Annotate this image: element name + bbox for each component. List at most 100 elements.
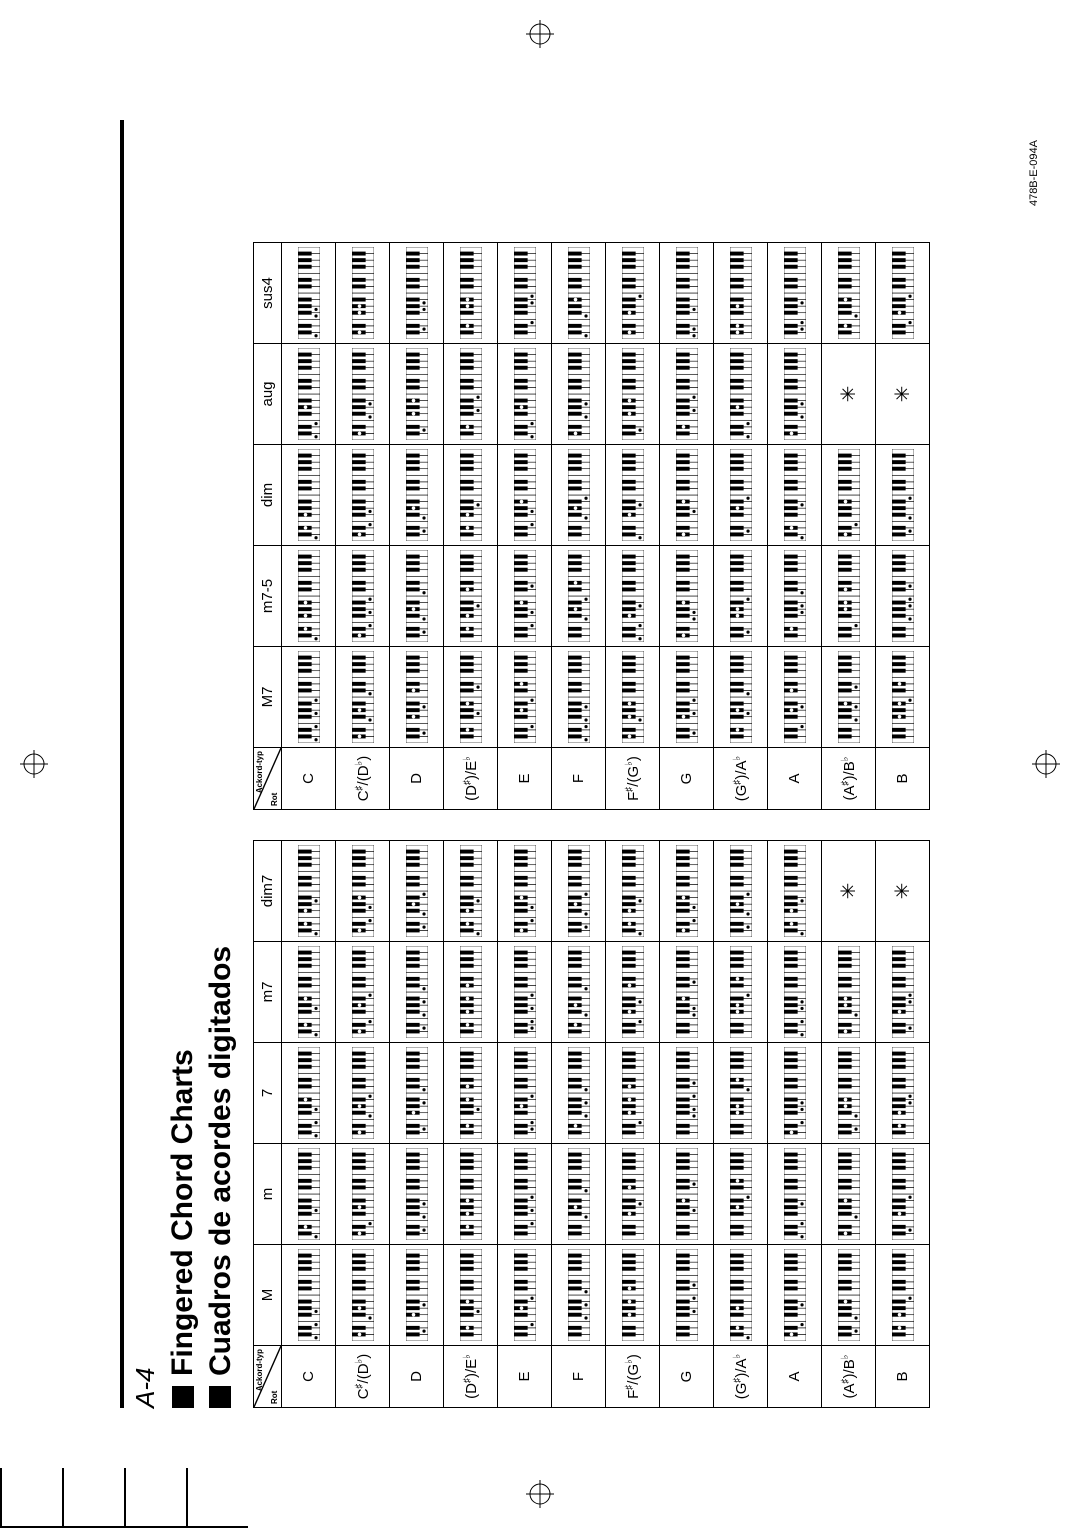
charts-row: Ackord-typ Rot Mm7m7dim7CC♯/(D♭)D(D♯)/E♭… xyxy=(253,120,930,1408)
chord-cell xyxy=(876,1144,930,1245)
keyboard-diagram xyxy=(390,1245,443,1345)
keyboard-diagram xyxy=(768,1043,821,1143)
keyboard-diagram xyxy=(606,1144,659,1244)
keyboard-diagram xyxy=(660,647,713,747)
keyboard-diagram xyxy=(768,344,821,444)
chord-cell xyxy=(606,344,660,445)
keyboard-diagram xyxy=(876,647,929,747)
footer-code: 478B-E-094A xyxy=(1028,140,1040,206)
chord-cell xyxy=(714,942,768,1043)
keyboard-diagram xyxy=(282,546,335,646)
keyboard-diagram xyxy=(876,546,929,646)
title-es-text: Cuadros de acordes digitados xyxy=(202,946,240,1376)
chord-cell: ✳ xyxy=(876,841,930,942)
keyboard-diagram xyxy=(552,647,605,747)
keyboard-diagram xyxy=(390,546,443,646)
table-row: (G♯)/A♭ xyxy=(714,243,768,810)
keyboard-diagram xyxy=(660,1144,713,1244)
keyboard-diagram xyxy=(876,445,929,545)
chord-cell xyxy=(876,243,930,344)
table-row: (A♯)/B♭✳ xyxy=(822,243,876,810)
chord-cell xyxy=(660,445,714,546)
keyboard-diagram xyxy=(282,243,335,343)
keyboard-diagram xyxy=(822,546,875,646)
keyboard-diagram xyxy=(282,942,335,1042)
chord-cell xyxy=(714,344,768,445)
chord-cell xyxy=(444,1043,498,1144)
chord-cell xyxy=(660,1043,714,1144)
col-header: M xyxy=(254,1245,282,1346)
keyboard-diagram xyxy=(498,1144,551,1244)
chord-cell xyxy=(660,344,714,445)
keyboard-diagram xyxy=(498,1245,551,1345)
col-header: M7 xyxy=(254,647,282,748)
chord-cell xyxy=(498,344,552,445)
table-row: C xyxy=(282,243,336,810)
chord-cell xyxy=(282,243,336,344)
chord-cell xyxy=(714,445,768,546)
col-header: sus4 xyxy=(254,243,282,344)
chord-cell xyxy=(876,647,930,748)
chord-cell xyxy=(390,647,444,748)
keyboard-diagram xyxy=(282,445,335,545)
keyboard-diagram xyxy=(498,647,551,747)
keyboard-diagram xyxy=(822,647,875,747)
table-row: F xyxy=(552,841,606,1408)
keyboard-diagram xyxy=(660,942,713,1042)
keyboard-diagram xyxy=(552,445,605,545)
chord-cell xyxy=(390,243,444,344)
keyboard-diagram xyxy=(498,1043,551,1143)
chord-cell xyxy=(606,1245,660,1346)
keyboard-diagram xyxy=(336,647,389,747)
chord-cell xyxy=(444,546,498,647)
table-corner: Ackord-typ Rot xyxy=(254,748,282,810)
keyboard-diagram xyxy=(498,445,551,545)
chord-cell xyxy=(552,243,606,344)
keyboard-diagram xyxy=(876,1245,929,1345)
keyboard-diagram xyxy=(552,243,605,343)
keyboard-diagram xyxy=(876,243,929,343)
titles: Fingered Chord Charts Cuadros de acordes… xyxy=(164,120,239,1408)
keyboard-diagram xyxy=(714,841,767,941)
chord-cell xyxy=(660,1245,714,1346)
keyboard-diagram xyxy=(606,344,659,444)
keyboard-diagram xyxy=(714,1043,767,1143)
keyboard-diagram xyxy=(606,445,659,545)
page: A-4 Fingered Chord Charts Cuadros de aco… xyxy=(0,0,1080,1528)
chord-cell xyxy=(876,942,930,1043)
keyboard-diagram xyxy=(336,942,389,1042)
chord-cell xyxy=(822,1043,876,1144)
chord-cell xyxy=(660,1144,714,1245)
title-en: Fingered Chord Charts xyxy=(164,120,202,1408)
chord-cell xyxy=(876,1245,930,1346)
root-label: B xyxy=(876,748,930,810)
title-es: Cuadros de acordes digitados xyxy=(202,120,240,1408)
chord-cell xyxy=(822,942,876,1043)
keyboard-diagram xyxy=(498,841,551,941)
keyboard-diagram xyxy=(660,546,713,646)
chord-cell xyxy=(282,344,336,445)
keyboard-diagram xyxy=(444,344,497,444)
keyboard-diagram xyxy=(660,344,713,444)
keyboard-diagram xyxy=(336,344,389,444)
root-label: A xyxy=(768,748,822,810)
keyboard-diagram xyxy=(606,1245,659,1345)
col-header: dim7 xyxy=(254,841,282,942)
chord-cell xyxy=(768,344,822,445)
keyboard-diagram xyxy=(660,243,713,343)
chord-cell xyxy=(390,841,444,942)
chord-cell xyxy=(336,243,390,344)
chord-cell xyxy=(282,841,336,942)
table-row: D xyxy=(390,243,444,810)
chord-cell xyxy=(336,1245,390,1346)
chord-cell xyxy=(282,546,336,647)
table-row: A xyxy=(768,243,822,810)
keyboard-diagram xyxy=(714,1245,767,1345)
table-row: G xyxy=(660,841,714,1408)
chord-cell xyxy=(606,1144,660,1245)
keyboard-diagram xyxy=(714,344,767,444)
root-label: C♯/(D♭) xyxy=(336,1346,390,1408)
keyboard-diagram xyxy=(390,647,443,747)
chord-cell xyxy=(390,1043,444,1144)
table-row: D xyxy=(390,841,444,1408)
